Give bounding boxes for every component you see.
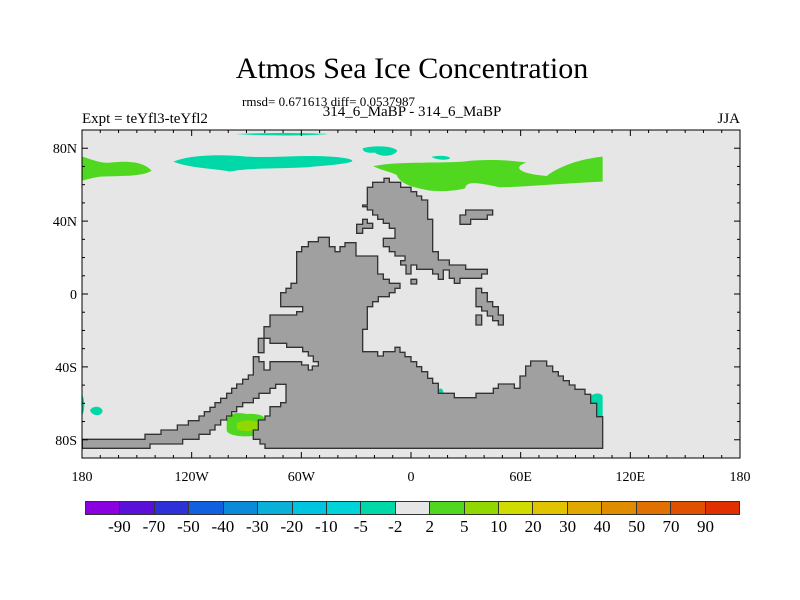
land bbox=[81, 177, 604, 449]
colorbar-label: 2 bbox=[425, 517, 434, 536]
colorbar-label: -2 bbox=[388, 517, 403, 536]
lon-label: 0 bbox=[408, 470, 415, 485]
colorbar-label: -20 bbox=[280, 517, 304, 536]
colorbar-box bbox=[361, 502, 396, 514]
colorbar-label: -10 bbox=[314, 517, 338, 536]
lon-label: 120W bbox=[175, 470, 210, 485]
anomaly-negative bbox=[234, 132, 329, 136]
colorbar-label: 70 bbox=[662, 517, 680, 536]
lon-label: 60W bbox=[288, 470, 316, 485]
colorbar-label: -70 bbox=[142, 517, 166, 536]
lat-label: 80N bbox=[53, 142, 77, 157]
colorbar-box bbox=[636, 502, 672, 514]
anomaly-negative bbox=[589, 393, 603, 417]
colorbar-box bbox=[395, 502, 431, 514]
axis-ticks bbox=[81, 129, 741, 459]
colorbar-label: -90 bbox=[108, 517, 131, 536]
right-string: JJA bbox=[717, 111, 740, 127]
anomaly-positive bbox=[373, 156, 603, 192]
lon-label: 120E bbox=[616, 470, 646, 485]
anomaly-negative bbox=[362, 146, 398, 156]
lon-label: 60E bbox=[509, 470, 532, 485]
colorbar-box bbox=[533, 502, 568, 514]
plot-title: Atmos Sea Ice Concentration bbox=[235, 52, 589, 85]
lat-label: 40N bbox=[53, 215, 77, 230]
colorbar-box bbox=[189, 502, 224, 514]
anomaly-positive-strong bbox=[236, 420, 259, 432]
anomaly-negative bbox=[438, 388, 444, 394]
colorbar-label: 30 bbox=[559, 517, 577, 536]
anomaly-negative bbox=[82, 394, 85, 415]
colorbar-box bbox=[154, 502, 190, 514]
colorbar-box bbox=[258, 502, 293, 514]
lat-label: 80S bbox=[55, 434, 77, 449]
colorbar-label: -5 bbox=[353, 517, 368, 536]
colorbar-box bbox=[120, 502, 155, 514]
axis-tick-labels: 80N 40N 0 40S 80S 180 120W 60W 0 60E 120E 180 bbox=[53, 142, 751, 485]
colorbar bbox=[85, 501, 740, 515]
colorbar-label: 10 bbox=[490, 517, 508, 536]
colorbar-box bbox=[464, 502, 500, 514]
left-string: Expt = teYfl3-teYfl2 bbox=[82, 111, 208, 127]
center-string: 314_6_MaBP - 314_6_MaBP bbox=[322, 104, 502, 120]
colorbar-box bbox=[326, 502, 362, 514]
colorbar-box bbox=[567, 502, 603, 514]
colorbar-label: -50 bbox=[177, 517, 200, 536]
lat-label: 40S bbox=[55, 361, 77, 376]
anomaly-positive bbox=[82, 156, 152, 181]
colorbar-label: -30 bbox=[246, 517, 269, 536]
colorbar-label: 5 bbox=[459, 517, 469, 536]
anomaly-negative bbox=[89, 406, 103, 416]
colorbar-label: 90 bbox=[697, 517, 715, 536]
colorbar-label: 40 bbox=[593, 517, 611, 536]
colorbar-box bbox=[602, 502, 637, 514]
colorbar-box bbox=[292, 502, 327, 514]
colorbar-box bbox=[671, 502, 706, 514]
colorbar-box bbox=[86, 502, 121, 514]
anomaly-negative bbox=[431, 155, 450, 160]
colorbar-box bbox=[499, 502, 534, 514]
colorbar-box bbox=[705, 502, 740, 514]
colorbar-label: 50 bbox=[628, 517, 646, 536]
lon-label: 180 bbox=[72, 470, 93, 485]
stats-string: rmsd= 0.671613 diff= 0.0537987 bbox=[242, 94, 415, 109]
colorbar-label: -40 bbox=[211, 517, 235, 536]
colorbar-box bbox=[430, 502, 465, 514]
colorbar-box bbox=[223, 502, 259, 514]
anomaly-negative bbox=[173, 155, 353, 172]
colorbar-label: 20 bbox=[524, 517, 542, 536]
lat-label: 0 bbox=[70, 288, 77, 303]
lon-label: 180 bbox=[730, 470, 751, 485]
